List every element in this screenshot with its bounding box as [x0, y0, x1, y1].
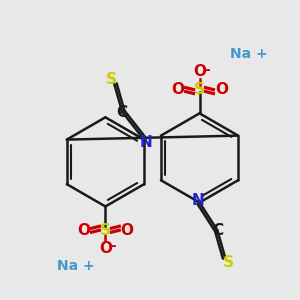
Text: O: O [99, 241, 112, 256]
Text: N: N [191, 193, 204, 208]
Text: S: S [194, 82, 205, 97]
Text: N: N [140, 135, 152, 150]
Text: O: O [171, 82, 184, 97]
Text: O: O [215, 82, 228, 97]
Text: C: C [117, 105, 128, 120]
Text: O: O [193, 64, 206, 79]
Text: -: - [110, 239, 116, 253]
Text: S: S [106, 72, 117, 87]
Text: Na +: Na + [230, 47, 268, 61]
Text: O: O [77, 223, 90, 238]
Text: Na +: Na + [57, 259, 94, 273]
Text: O: O [121, 223, 134, 238]
Text: S: S [223, 255, 234, 270]
Text: C: C [212, 223, 223, 238]
Text: -: - [205, 63, 210, 77]
Text: S: S [100, 223, 111, 238]
